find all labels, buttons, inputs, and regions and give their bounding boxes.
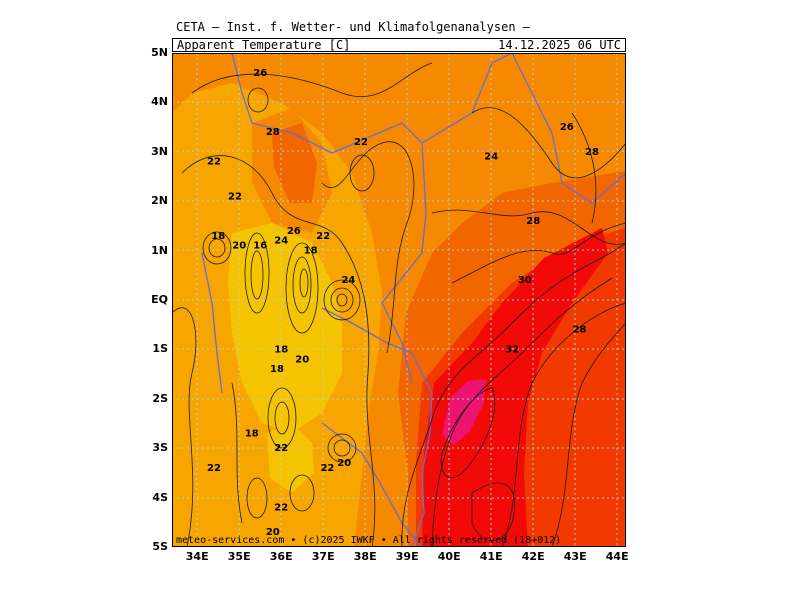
contour-label: 30	[518, 275, 532, 286]
lat-label: 4S	[152, 490, 168, 504]
contour-label: 32	[505, 344, 519, 355]
contour-label: 28	[572, 325, 586, 336]
fill-yellow-south	[267, 423, 314, 493]
lat-label: 5N	[151, 46, 168, 59]
fill-32-east	[422, 228, 608, 547]
lon-label: 37E	[311, 550, 335, 563]
contour-label: 28	[526, 216, 540, 227]
contour-label: 22	[274, 443, 288, 454]
lon-label: 38E	[353, 550, 377, 563]
lon-label: 39E	[395, 550, 419, 563]
grid-lines	[172, 53, 626, 547]
contour-label: 26	[253, 68, 267, 79]
contour-label: 24	[274, 236, 288, 247]
lon-label: 42E	[521, 550, 545, 563]
contour-label: 20	[232, 241, 246, 252]
contour-label: 18	[245, 428, 259, 439]
country-borders	[201, 53, 626, 547]
contour-label: 16	[253, 241, 267, 252]
contour-label: 28	[266, 127, 280, 138]
contour-label: 26	[287, 226, 301, 237]
info-bar: Apparent_Temperature [C] 14.12.2025 06 U…	[172, 38, 626, 52]
contour-label: 18	[211, 231, 225, 242]
map-frame	[172, 53, 626, 547]
lat-label: 1S	[152, 342, 168, 356]
lat-label: 3N	[151, 144, 168, 158]
contour-label: 20	[337, 458, 351, 469]
lat-label: 5S	[152, 540, 168, 553]
contour-label: 20	[295, 354, 309, 365]
chart-title: CETA — Inst. f. Wetter- und Klimafolgena…	[176, 20, 531, 34]
lat-label: 3S	[152, 441, 168, 455]
lon-label: 35E	[227, 550, 251, 563]
contour-label: 24	[484, 152, 498, 163]
contour-label: 24	[341, 275, 355, 286]
contour-label: 18	[274, 344, 288, 355]
lat-label: 2S	[152, 391, 168, 405]
lon-label: 34E	[185, 550, 209, 563]
copyright-footer: meteo-services.com • (c)2025 IWKF • All …	[176, 535, 562, 546]
contour-label: 22	[274, 502, 288, 513]
fill-34-spot	[442, 379, 486, 445]
contour-label: 22	[207, 157, 221, 168]
contour-label: 22	[228, 191, 242, 202]
lat-label: 1N	[151, 243, 168, 257]
lon-label: 44E	[605, 550, 629, 563]
contour-label: 18	[270, 364, 284, 375]
contour-label: 20	[266, 527, 280, 538]
lat-label: EQ	[151, 293, 168, 306]
lon-label: 40E	[437, 550, 461, 563]
contour-label: 22	[354, 137, 368, 148]
lat-label: 2N	[151, 194, 168, 208]
fill-28-north	[272, 123, 317, 203]
contour-label: 18	[304, 246, 318, 257]
lon-label: 36E	[269, 550, 293, 563]
contour-label: 28	[585, 147, 599, 158]
lon-label: 41E	[479, 550, 503, 563]
contour-label: 22	[316, 231, 330, 242]
contour-label: 22	[320, 463, 334, 474]
valid-time: 14.12.2025 06 UTC	[498, 38, 621, 52]
fill-yellow-core	[228, 223, 342, 433]
field-name: Apparent_Temperature [C]	[177, 38, 351, 52]
contour-lines	[172, 62, 626, 547]
contour-label: 22	[207, 463, 221, 474]
lon-label: 43E	[563, 550, 587, 563]
lat-label: 4N	[151, 95, 168, 109]
contour-label: 26	[560, 122, 574, 133]
